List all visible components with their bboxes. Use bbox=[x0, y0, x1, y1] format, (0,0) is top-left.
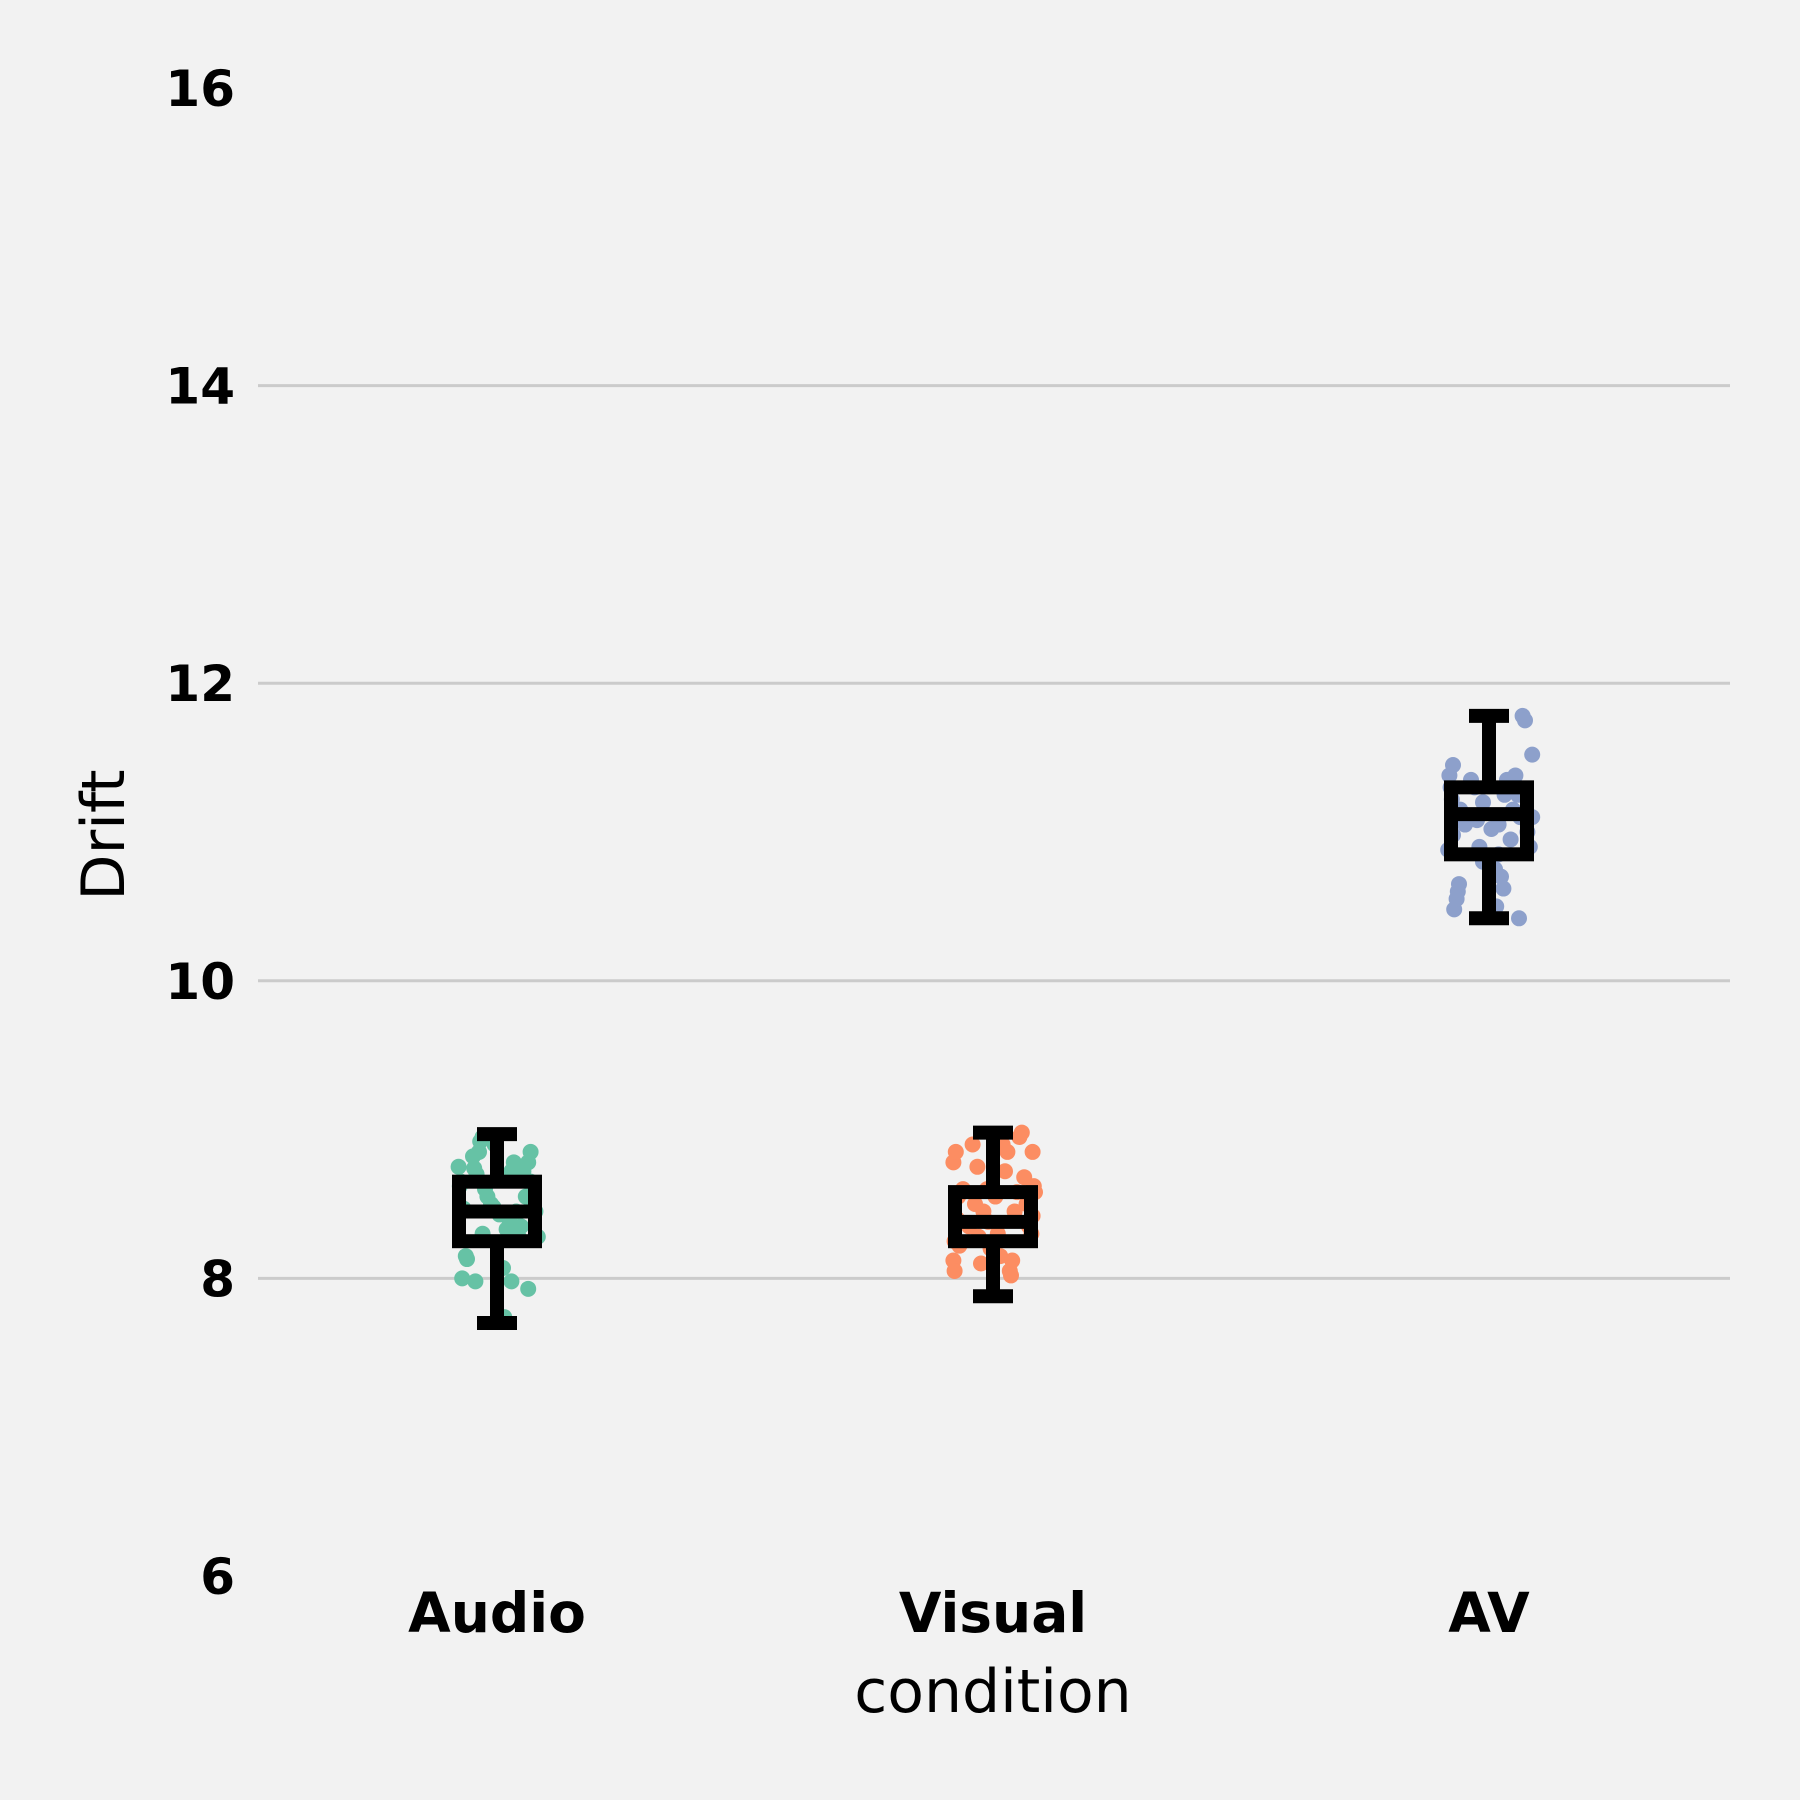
box-visual bbox=[948, 1125, 1038, 1304]
point-visual bbox=[969, 1158, 986, 1175]
point-visual bbox=[997, 1163, 1013, 1180]
y-tick-label: 14 bbox=[165, 358, 235, 416]
x-tick-label-audio: Audio bbox=[408, 1581, 586, 1645]
strip-points bbox=[450, 707, 1541, 1326]
x-tick-label-av: AV bbox=[1448, 1581, 1530, 1645]
point-visual bbox=[1013, 1124, 1030, 1141]
point-av bbox=[1502, 831, 1519, 848]
point-audio bbox=[520, 1280, 537, 1297]
point-av bbox=[1511, 910, 1527, 927]
point-audio bbox=[454, 1270, 471, 1287]
point-av bbox=[1495, 880, 1512, 897]
point-audio bbox=[522, 1143, 539, 1160]
point-av bbox=[1493, 868, 1509, 885]
point-visual bbox=[1024, 1143, 1041, 1160]
point-audio bbox=[450, 1158, 467, 1175]
point-audio bbox=[513, 1218, 529, 1235]
point-av bbox=[1475, 794, 1491, 811]
x-tick-labels: Audio Visual AV bbox=[408, 1581, 1530, 1645]
point-av bbox=[1524, 746, 1541, 763]
box-audio bbox=[452, 1127, 542, 1331]
y-tick-label: 8 bbox=[200, 1250, 235, 1308]
x-tick-label-visual: Visual bbox=[899, 1581, 1087, 1645]
y-tick-label: 10 bbox=[165, 953, 235, 1011]
point-av bbox=[1507, 767, 1524, 784]
point-av bbox=[1445, 757, 1461, 774]
y-tick-label: 16 bbox=[165, 60, 235, 118]
box-av bbox=[1444, 708, 1534, 926]
y-axis-label: Drift bbox=[69, 769, 139, 900]
y-tick-labels: 6 8 10 12 14 16 bbox=[165, 60, 235, 1606]
y-tick-label: 6 bbox=[200, 1548, 235, 1606]
point-av bbox=[1451, 876, 1467, 893]
point-visual bbox=[973, 1255, 989, 1272]
point-visual bbox=[1004, 1252, 1021, 1269]
point-visual bbox=[964, 1136, 981, 1153]
point-visual bbox=[946, 1262, 963, 1279]
point-audio bbox=[503, 1273, 520, 1290]
box-plots bbox=[452, 708, 1534, 1331]
point-av bbox=[1517, 712, 1533, 729]
point-audio bbox=[467, 1273, 484, 1290]
point-visual bbox=[1003, 1267, 1019, 1284]
point-visual bbox=[947, 1143, 964, 1160]
point-audio bbox=[459, 1251, 475, 1268]
y-tick-label: 12 bbox=[165, 655, 235, 713]
x-axis-label: condition bbox=[854, 1657, 1131, 1727]
